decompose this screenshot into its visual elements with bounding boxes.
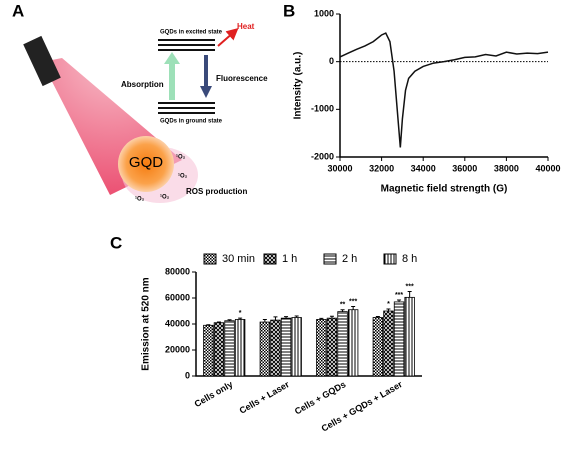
- bar: [337, 311, 348, 377]
- error-bar: [262, 318, 267, 323]
- error-bar: [238, 317, 243, 320]
- label: Heat: [237, 22, 255, 31]
- particle-label: GQD: [129, 154, 163, 171]
- error-bar: [386, 308, 391, 311]
- y-tick-label: 60000: [165, 292, 190, 302]
- label: ¹O₂: [176, 154, 186, 161]
- error-bar: [351, 305, 356, 310]
- bar: [372, 317, 384, 377]
- legend-swatch: [383, 253, 397, 265]
- heat-arrow: [217, 28, 239, 47]
- diagram: GQD GQDs in excited state GQDs in ground…: [23, 22, 268, 203]
- y-axis-label: Emission at 520 nm: [141, 277, 152, 370]
- x-axis-label: Magnetic field strength (G): [381, 184, 508, 195]
- label: ¹O₂: [160, 194, 170, 201]
- label: ¹O₂: [135, 196, 145, 203]
- error-bar: [273, 316, 278, 321]
- y-axis-label: Intensity (a.u.): [293, 52, 304, 120]
- significance: ***: [406, 283, 414, 290]
- error-bar: [397, 299, 402, 302]
- y-tick-label: 20000: [165, 344, 190, 354]
- significance: ***: [349, 298, 357, 305]
- bar: [234, 319, 246, 377]
- x-tick-label: 30000: [327, 163, 352, 173]
- bar: [259, 321, 271, 377]
- error-bar: [329, 315, 334, 319]
- y-tick-label: 0: [329, 56, 334, 66]
- label: ¹O₂: [178, 173, 188, 180]
- panel-label: B: [283, 1, 295, 20]
- panel-label: A: [12, 1, 24, 20]
- error-bar: [284, 316, 289, 319]
- bar: [280, 317, 292, 377]
- x-tick-label: 38000: [494, 163, 519, 173]
- x-tick-label: 32000: [369, 163, 394, 173]
- legend-label: 2 h: [342, 253, 357, 265]
- y-tick-label: 80000: [165, 266, 190, 276]
- x-tick-label: Cells + GQDs: [293, 379, 348, 416]
- significance: ***: [395, 292, 403, 299]
- error-bar: [294, 315, 299, 318]
- x-tick-label: 34000: [411, 163, 436, 173]
- x-tick-label: 36000: [452, 163, 477, 173]
- legend-label: 30 min: [222, 253, 255, 265]
- arrowhead: [200, 86, 212, 98]
- significance: *: [239, 310, 242, 317]
- y-tick-label: 40000: [165, 318, 190, 328]
- significance: **: [340, 302, 346, 309]
- label: Fluorescence: [216, 74, 268, 83]
- error-bar: [340, 309, 345, 312]
- bar: [404, 296, 415, 377]
- legend-swatch: [203, 253, 217, 265]
- bar: [316, 319, 327, 377]
- axes: [339, 14, 548, 158]
- legend-label: 8 h: [402, 253, 417, 265]
- y-tick-label: -2000: [311, 151, 334, 161]
- bar: [383, 310, 394, 377]
- levels: [158, 39, 215, 114]
- x-tick-label: Cells + Laser: [238, 379, 292, 416]
- label: GQDs in excited state: [160, 30, 223, 36]
- error-bar: [227, 319, 232, 321]
- x-tick-label: Cells only: [193, 379, 235, 409]
- error-bar: [206, 324, 211, 326]
- bar: [326, 317, 338, 377]
- bar: [393, 301, 405, 377]
- bar: [203, 324, 214, 377]
- error-bar: [375, 315, 380, 318]
- error-bar: [407, 291, 412, 298]
- error-bar: [319, 317, 324, 320]
- label: GQDs in ground state: [160, 119, 223, 125]
- legend-swatch: [263, 253, 277, 265]
- laser: [23, 35, 61, 87]
- significance: *: [387, 301, 390, 308]
- bar: [224, 320, 235, 377]
- label: ROS production: [186, 187, 247, 196]
- legend-swatch: [323, 253, 337, 265]
- y-tick-label: -1000: [311, 104, 334, 114]
- y-tick-label: 1000: [314, 8, 334, 18]
- panel-label: C: [110, 233, 122, 252]
- legend-label: 1 h: [282, 253, 297, 265]
- bar: [213, 322, 225, 377]
- bar: [291, 317, 302, 377]
- label: Absorption: [121, 80, 164, 89]
- y-tick-label: 0: [185, 370, 190, 380]
- data-line: [339, 32, 549, 148]
- bar: [270, 319, 281, 377]
- bar: [347, 309, 359, 377]
- x-tick-label: 40000: [535, 163, 560, 173]
- arrowhead: [164, 52, 180, 64]
- particle: [118, 136, 174, 192]
- error-bar: [216, 321, 221, 323]
